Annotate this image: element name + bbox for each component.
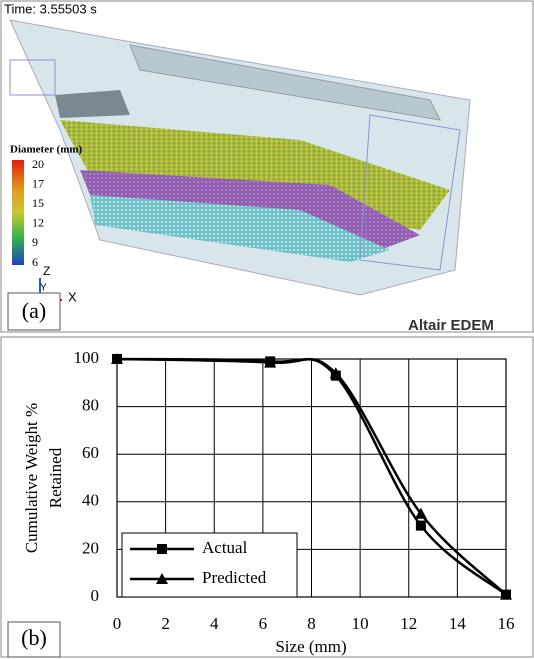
sim-frame — [9, 59, 56, 96]
panel-border — [0, 336, 534, 658]
label-box — [7, 292, 61, 331]
marker — [156, 573, 168, 584]
axis-label: Y — [40, 283, 47, 294]
marker — [157, 544, 167, 554]
axis-label: Z — [43, 264, 50, 278]
x-tick-label: 2 — [161, 614, 170, 633]
x-tick-label: 6 — [259, 614, 268, 633]
colorbar-tick-label: 15 — [32, 196, 44, 210]
marker — [414, 507, 427, 519]
x-tick-label: 10 — [352, 614, 369, 633]
x-axis-label: Size (mm) — [275, 637, 346, 656]
x-tick-label: 4 — [210, 614, 219, 633]
marker — [329, 367, 342, 379]
colorbar — [12, 160, 24, 265]
x-tick-label: 8 — [307, 614, 316, 633]
colorbar-title: Diameter (mm) — [10, 144, 83, 156]
y-tick-label: 20 — [82, 538, 99, 557]
label-box — [7, 621, 61, 658]
sim-top — [129, 44, 441, 121]
panel-a: Time: 3.55503 s Diameter (mm) 20 17 15 12 9 6… — [0, 0, 534, 334]
x-tick-label: 16 — [498, 614, 515, 633]
panel-label: (a) — [22, 298, 46, 323]
x-tick-label: 0 — [113, 614, 122, 633]
watermark: Altair EDEM — [408, 317, 494, 334]
legend — [121, 532, 298, 598]
legend-label: Predicted — [202, 568, 267, 587]
axis-label: X — [68, 289, 77, 304]
colorbar-tick-label: 9 — [32, 235, 38, 249]
sim-screen-frame — [359, 114, 461, 271]
panel-label: (b) — [21, 625, 47, 650]
x-tick-label: 12 — [400, 614, 417, 633]
colorbar-tick-label: 20 — [32, 157, 44, 171]
y-tick-label: 80 — [82, 396, 99, 415]
y-tick-label: 0 — [91, 586, 100, 605]
y-tick-label: 100 — [74, 348, 100, 367]
colorbar-tick-label: 17 — [32, 176, 44, 190]
y-axis-label: Cumulative Weight % — [22, 403, 41, 553]
marker — [500, 588, 512, 600]
marker — [415, 520, 426, 531]
marker — [111, 353, 123, 364]
sim-feeder — [55, 90, 130, 118]
y-axis-label: Retained — [46, 447, 65, 508]
colorbar-tick-label: 6 — [32, 255, 38, 269]
legend-label: Actual — [202, 538, 248, 557]
y-tick-label: 40 — [82, 491, 99, 510]
x-tick-label: 14 — [449, 614, 467, 633]
chart: 0 20 40 60 80 100 0 2 4 6 8 10 12 14 16 Actual Predicted — [74, 348, 515, 633]
particle-layer — [90, 195, 390, 262]
marker — [264, 356, 277, 368]
y-tick-label: 60 — [82, 443, 99, 462]
colorbar-tick-label: 12 — [32, 216, 44, 230]
time-label: Time: 3.55503 s — [4, 1, 97, 16]
